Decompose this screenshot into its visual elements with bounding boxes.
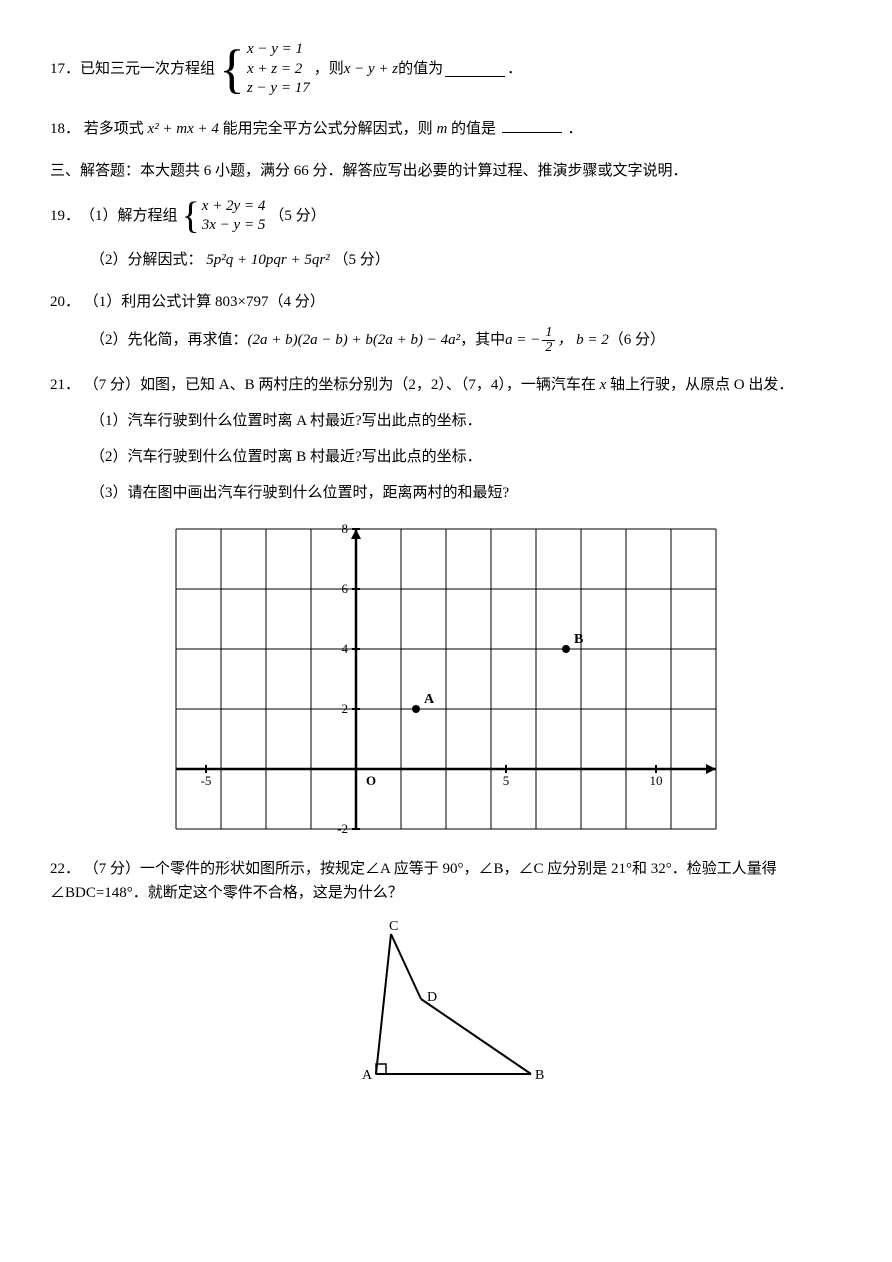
svg-text:6: 6 bbox=[342, 581, 349, 596]
q19-p2-pts: （5 分） bbox=[333, 252, 389, 268]
q18-blank[interactable] bbox=[502, 117, 562, 133]
q20-frac-num: 1 bbox=[542, 326, 555, 341]
q19-p2-pre: （2）分解因式： bbox=[90, 252, 203, 268]
q19-p2-expr: 5p²q + 10pqr + 5qr² bbox=[206, 252, 329, 268]
q18-pre: 若多项式 bbox=[84, 121, 148, 137]
q22-number: 22． bbox=[50, 861, 80, 877]
q17-system: { x − y = 1 x + z = 2 z − y = 17 bbox=[219, 40, 310, 99]
q18-var: m bbox=[436, 121, 447, 137]
q18-end: ． bbox=[568, 121, 583, 137]
q17-blank[interactable] bbox=[445, 61, 505, 77]
svg-text:-2: -2 bbox=[337, 821, 348, 836]
svg-text:-5: -5 bbox=[201, 773, 212, 788]
svg-text:A: A bbox=[424, 692, 435, 707]
q21-p2: （2）汽车行驶到什么位置时离 B 村最近?写出此点的坐标． bbox=[90, 445, 842, 469]
q20-frac-den: 2 bbox=[542, 341, 555, 355]
q20-number: 20． bbox=[50, 294, 80, 310]
q21-intro: （7 分）如图，已知 A、B 两村庄的坐标分别为（2，2）、（7，4），一辆汽车… bbox=[84, 377, 794, 393]
svg-text:4: 4 bbox=[342, 641, 349, 656]
q20-p1-line: 20． （1）利用公式计算 803×797（4 分） bbox=[50, 290, 842, 314]
svg-text:10: 10 bbox=[650, 773, 663, 788]
q20-p2-pts: （6 分） bbox=[609, 328, 665, 352]
q21-p3: （3）请在图中画出汽车行驶到什么位置时，距离两村的和最短? bbox=[90, 481, 842, 505]
svg-text:B: B bbox=[535, 1068, 544, 1083]
q19-equations: x + 2y = 4 3x − y = 5 bbox=[202, 197, 266, 236]
q19-p2: （2）分解因式： 5p²q + 10pqr + 5qr² （5 分） bbox=[90, 248, 842, 272]
q20-p2: （2）先化简，再求值： (2a + b)(2a − b) + b(2a + b)… bbox=[90, 326, 842, 355]
coordinate-grid-icon: -5 5 10 -2 2 4 6 8 O A B bbox=[166, 519, 726, 839]
q18-post: 的值是 bbox=[451, 121, 496, 137]
q19-number: 19． bbox=[50, 204, 80, 228]
q17-eq1: x − y = 1 bbox=[247, 40, 310, 60]
q19-p1: 19． （1）解方程组 { x + 2y = 4 3x − y = 5 （5 分… bbox=[50, 197, 842, 236]
q20-p2-expr: (2a + b)(2a − b) + b(2a + b) − 4a² bbox=[248, 328, 461, 352]
q20-p2-b: ， b = 2 bbox=[557, 328, 608, 352]
q22-text: （7 分）一个零件的形状如图所示，按规定∠A 应等于 90°，∠B，∠C 应分别… bbox=[50, 861, 777, 901]
question-18: 18． 若多项式 x² + mx + 4 能用完全平方公式分解因式，则 m 的值… bbox=[50, 117, 842, 141]
q17-equations: x − y = 1 x + z = 2 z − y = 17 bbox=[247, 40, 310, 99]
q22-line: 22． （7 分）一个零件的形状如图所示，按规定∠A 应等于 90°，∠B，∠C… bbox=[50, 857, 842, 905]
left-brace-icon: { bbox=[182, 197, 200, 235]
question-17: 17． 已知三元一次方程组 { x − y = 1 x + z = 2 z − … bbox=[50, 40, 842, 99]
svg-text:D: D bbox=[427, 990, 437, 1005]
q21-p1: （1）汽车行驶到什么位置时离 A 村最近?写出此点的坐标． bbox=[90, 409, 842, 433]
triangle-diagram-icon: A B C D bbox=[336, 919, 556, 1099]
q17-mid: ，则 bbox=[314, 57, 344, 81]
q21-number: 21． bbox=[50, 377, 80, 393]
q20-p2-mid: ，其中 bbox=[460, 328, 505, 352]
question-22: 22． （7 分）一个零件的形状如图所示，按规定∠A 应等于 90°，∠B，∠C… bbox=[50, 857, 842, 1099]
q20-p2-pre: （2）先化简，再求值： bbox=[90, 328, 248, 352]
q17-eq2: x + z = 2 bbox=[247, 60, 310, 80]
section-3-title: 三、解答题：本大题共 6 小题，满分 66 分．解答应写出必要的计算过程、推演步… bbox=[50, 159, 842, 183]
q17-line: 17． 已知三元一次方程组 { x − y = 1 x + z = 2 z − … bbox=[50, 40, 842, 99]
q20-p2-a: a = − bbox=[505, 328, 540, 352]
q19-p1-pre: （1）解方程组 bbox=[80, 204, 178, 228]
question-20: 20． （1）利用公式计算 803×797（4 分） （2）先化简，再求值： (… bbox=[50, 290, 842, 355]
svg-text:A: A bbox=[362, 1068, 373, 1083]
svg-text:2: 2 bbox=[342, 701, 349, 716]
q21-figure: -5 5 10 -2 2 4 6 8 O A B bbox=[50, 519, 842, 839]
q20-p1: （1）利用公式计算 803×797（4 分） bbox=[84, 294, 325, 310]
q18-mid: 能用完全平方公式分解因式，则 bbox=[223, 121, 437, 137]
q17-expr: x − y + z bbox=[344, 57, 398, 81]
q19-eq2: 3x − y = 5 bbox=[202, 216, 266, 236]
q17-eq3: z − y = 17 bbox=[247, 79, 310, 99]
svg-text:5: 5 bbox=[503, 773, 510, 788]
left-brace-icon: { bbox=[219, 42, 245, 96]
q19-system: { x + 2y = 4 3x − y = 5 bbox=[182, 197, 266, 236]
q17-pre: 已知三元一次方程组 bbox=[80, 57, 215, 81]
q21-intro-line: 21． （7 分）如图，已知 A、B 两村庄的坐标分别为（2，2）、（7，4），… bbox=[50, 373, 842, 397]
q18-expr: x² + mx + 4 bbox=[148, 121, 219, 137]
svg-text:8: 8 bbox=[342, 521, 349, 536]
q20-frac: 1 2 bbox=[542, 326, 555, 355]
q18-number: 18． bbox=[50, 121, 80, 137]
q22-figure: A B C D bbox=[50, 919, 842, 1099]
q19-p1-pts: （5 分） bbox=[269, 204, 325, 228]
question-19: 19． （1）解方程组 { x + 2y = 4 3x − y = 5 （5 分… bbox=[50, 197, 842, 272]
q17-end: ． bbox=[507, 57, 522, 81]
svg-text:O: O bbox=[366, 773, 376, 788]
question-21: 21． （7 分）如图，已知 A、B 两村庄的坐标分别为（2，2）、（7，4），… bbox=[50, 373, 842, 839]
q17-number: 17． bbox=[50, 57, 80, 81]
q17-post: 的值为 bbox=[398, 57, 443, 81]
q19-eq1: x + 2y = 4 bbox=[202, 197, 266, 217]
svg-text:B: B bbox=[574, 632, 583, 647]
svg-text:C: C bbox=[389, 919, 398, 934]
